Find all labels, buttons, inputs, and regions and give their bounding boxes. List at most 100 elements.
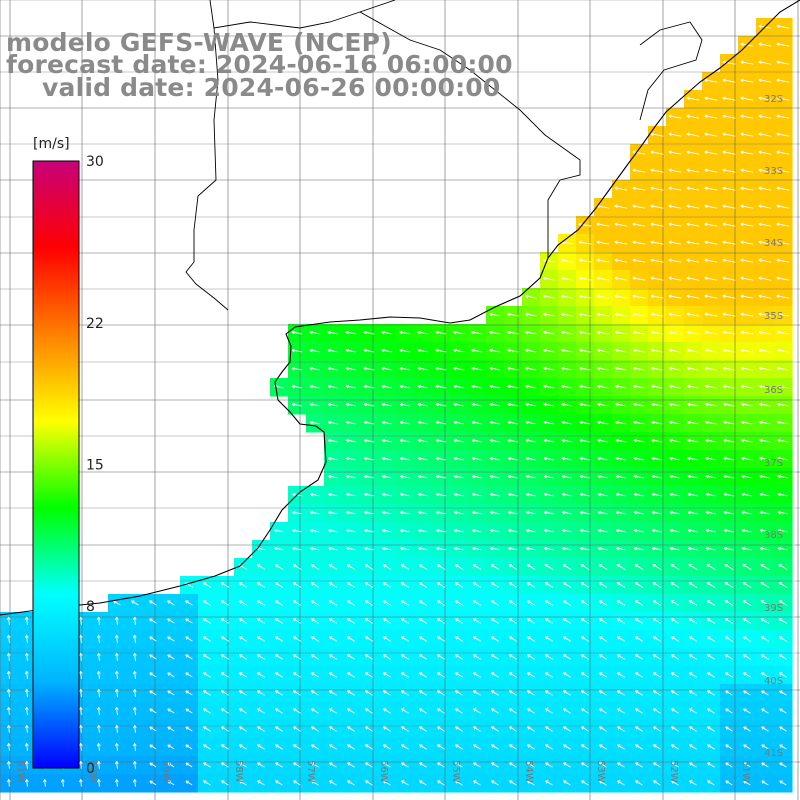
wind-arrow: [778, 582, 788, 588]
wind-arrow: [382, 636, 391, 642]
wind-arrow: [436, 654, 445, 660]
wind-arrow: [579, 366, 591, 371]
wind-arrow: [328, 582, 338, 588]
wind-arrow: [759, 402, 771, 407]
wind-arrow: [650, 276, 664, 281]
wind-arrow: [580, 618, 590, 624]
wind-arrow: [560, 258, 573, 263]
wind-arrow: [725, 690, 733, 696]
wind-arrow: [292, 708, 301, 714]
wind-arrow: [311, 780, 319, 786]
wind-arrow: [508, 618, 518, 624]
wind-arrow: [257, 780, 265, 786]
wind-arrow: [275, 762, 283, 768]
wind-arrow: [454, 582, 464, 588]
wind-arrow: [417, 384, 429, 389]
wind-arrow: [614, 222, 628, 227]
border-line-2: [359, 11, 581, 258]
wind-arrow: [545, 744, 553, 750]
wind-arrow: [327, 456, 338, 461]
wind-arrow: [651, 510, 663, 515]
wind-arrow: [597, 438, 609, 443]
wind-arrow: [704, 168, 718, 173]
wind-arrow: [167, 654, 175, 660]
wind-arrow: [454, 690, 463, 696]
wind-arrow: [275, 780, 283, 786]
wind-arrow: [668, 222, 682, 227]
wind-arrow: [687, 438, 699, 443]
wind-arrow: [418, 690, 427, 696]
wind-arrow: [149, 744, 157, 750]
wind-arrow: [776, 186, 790, 191]
lat-label: 34S: [764, 238, 783, 249]
wind-arrow: [435, 420, 447, 425]
wind-arrow: [544, 546, 554, 551]
wind-arrow: [759, 420, 771, 425]
wind-arrow: [614, 294, 628, 299]
wind-arrow: [364, 492, 374, 497]
wind-arrow: [509, 762, 517, 768]
wind-arrow: [256, 654, 265, 660]
wind-arrow: [436, 690, 445, 696]
wind-arrow: [599, 744, 607, 750]
wind-arrow: [722, 258, 736, 263]
wind-arrow: [633, 492, 645, 497]
wind-arrow: [400, 636, 409, 642]
wind-arrow: [723, 474, 735, 479]
wind-arrow: [508, 636, 517, 642]
wind-arrow: [256, 582, 266, 588]
wind-arrow: [632, 168, 646, 173]
wind-arrow: [507, 384, 519, 389]
wind-arrow: [291, 402, 302, 407]
wind-arrow: [598, 672, 607, 678]
wind-arrow: [633, 420, 645, 425]
wind-arrow: [509, 744, 517, 750]
wind-arrow: [381, 402, 393, 407]
wind-arrow: [651, 366, 663, 371]
wind-arrow: [185, 636, 193, 642]
wind-arrow: [579, 474, 591, 479]
wind-arrow: [724, 672, 733, 678]
wind-arrow: [346, 618, 356, 624]
colorbar-tick-label: 0: [86, 761, 95, 777]
wind-arrow: [670, 636, 680, 642]
wind-arrow: [740, 240, 754, 245]
wind-arrow: [274, 546, 284, 551]
wind-arrow: [167, 708, 175, 714]
wind-arrow: [743, 762, 751, 768]
wind-arrow: [723, 492, 735, 497]
wind-arrow: [490, 582, 500, 588]
wind-arrow: [758, 258, 772, 263]
wind-arrow: [399, 402, 411, 407]
wind-arrow: [436, 672, 445, 678]
wind-arrow: [707, 762, 715, 768]
wind-arrow: [508, 690, 517, 696]
longitude-labels: 61W 60W 59W 58W 57W 56W 55W 54W 53W 52W 51W: [15, 760, 751, 783]
wind-arrow: [615, 384, 627, 389]
wind-arrow: [632, 294, 646, 299]
wind-arrow: [687, 528, 698, 533]
wind-arrow: [364, 708, 373, 714]
wind-arrow: [167, 762, 175, 768]
wind-arrow: [203, 780, 211, 786]
wind-arrow: [133, 761, 137, 769]
wind-arrow: [563, 762, 571, 768]
colorbar-tick-label: 22: [86, 316, 104, 332]
lat-label: 40S: [764, 676, 783, 687]
wind-arrow: [597, 492, 609, 497]
wind-arrow: [687, 474, 699, 479]
wind-arrow: [220, 618, 230, 624]
wind-arrow: [347, 744, 355, 750]
wind-arrow: [202, 636, 211, 642]
wind-arrow: [740, 78, 754, 83]
wind-arrow: [473, 762, 481, 768]
wind-arrow: [471, 330, 483, 335]
wind-arrow: [418, 492, 428, 497]
wind-arrow: [327, 402, 338, 407]
wind-arrow: [760, 582, 770, 588]
wind-arrow: [364, 618, 374, 624]
wind-arrow: [561, 528, 572, 533]
wind-arrow: [489, 384, 501, 389]
wind-arrow: [364, 672, 373, 678]
wind-arrow: [238, 690, 247, 696]
